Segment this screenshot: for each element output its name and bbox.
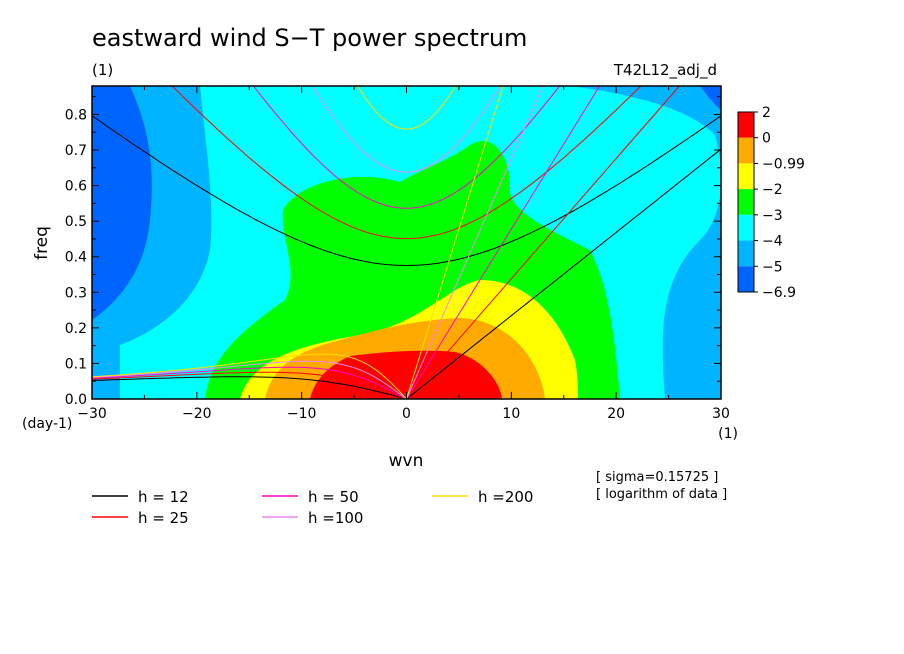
y-tick-label: 0.3 [65, 285, 87, 301]
y-axis: 0.0 0.1 0.2 0.3 0.4 0.5 0.6 0.7 0.8 [65, 96, 721, 408]
y-axis-unit: (day-1) [22, 416, 72, 432]
x-tick-label: −30 [77, 406, 107, 422]
dispersion-curves [92, 86, 721, 399]
dispersion-curve-kelvin [406, 86, 544, 399]
y-axis-label: freq [32, 226, 52, 260]
colorbar-swatch [738, 163, 754, 190]
colorbar-label: −6.9 [762, 285, 796, 301]
dispersion-curve-rossby [92, 366, 407, 399]
logarithm-annotation: [ logarithm of data ] [596, 487, 727, 502]
chart-subtitle-right: T42L12_adj_d [613, 61, 717, 80]
dispersion-curve-inertia-gravity [311, 86, 502, 173]
dispersion-curve-inertia-gravity [357, 86, 456, 130]
plot-area [92, 86, 721, 399]
x-tick-label: 30 [712, 406, 730, 422]
y-tick-label: 0.0 [65, 392, 87, 408]
chart-title: eastward wind S−T power spectrum [92, 24, 527, 52]
colorbar: 2 0 −0.99 −2 −3 −4 −5 −6.9 [737, 105, 805, 301]
colorbar-swatch [738, 266, 754, 292]
dispersion-curve-rossby [92, 353, 407, 399]
dispersion-curve-inertia-gravity [92, 115, 721, 267]
dispersion-curve-inertia-gravity [171, 86, 642, 240]
colorbar-swatch [738, 112, 754, 138]
x-axis-label: wvn [389, 451, 424, 471]
dispersion-curve-rossby [92, 360, 407, 399]
colorbar-swatch [738, 137, 754, 164]
y-tick-label: 0.6 [65, 179, 87, 195]
x-tick-label: 0 [402, 406, 411, 422]
y-tick-label: 0.8 [65, 107, 87, 123]
chart-subtitle-left: (1) [92, 61, 113, 79]
dispersion-curve-kelvin [406, 86, 601, 399]
legend: h = 12 h = 25 h = 50 h =100 h =200 [92, 488, 533, 527]
y-tick-label: 0.7 [65, 143, 87, 159]
dispersion-curve-rossby [92, 371, 407, 399]
y-tick-label: 0.2 [65, 321, 87, 337]
x-axis-unit: (1) [718, 426, 738, 442]
legend-label: h = 50 [308, 488, 359, 506]
colorbar-label: −5 [762, 259, 783, 275]
x-tick-label: −20 [182, 406, 212, 422]
colorbar-frame [737, 111, 755, 293]
x-tick-label: 20 [607, 406, 625, 422]
y-tick-label: 0.5 [65, 214, 87, 230]
dispersion-curve-inertia-gravity [252, 86, 561, 209]
x-tick-label: 10 [502, 406, 520, 422]
colorbar-label: −2 [762, 182, 783, 198]
dispersion-curve-rossby [92, 376, 407, 399]
sigma-annotation: [ sigma=0.15725 ] [596, 470, 718, 485]
legend-label: h = 25 [138, 509, 189, 527]
legend-label: h = 12 [138, 488, 189, 506]
legend-label: h =200 [478, 488, 533, 506]
colorbar-label: −4 [762, 234, 783, 250]
legend-label: h =100 [308, 509, 363, 527]
colorbar-label: 0 [762, 131, 771, 147]
dispersion-curve-kelvin [406, 86, 504, 399]
colorbar-label: 2 [762, 105, 771, 121]
colorbar-label: −3 [762, 208, 783, 224]
colorbar-swatch [738, 214, 754, 241]
y-tick-label: 0.1 [65, 356, 87, 372]
dispersion-curve-kelvin [406, 86, 681, 399]
dispersion-curve-kelvin [406, 148, 721, 399]
colorbar-swatch [738, 189, 754, 215]
x-tick-label: −10 [287, 406, 317, 422]
y-tick-label: 0.4 [65, 250, 87, 266]
colorbar-label: −0.99 [762, 156, 805, 172]
colorbar-swatch [738, 240, 754, 267]
x-axis: −30 −20 −10 0 10 20 30 [77, 86, 730, 422]
